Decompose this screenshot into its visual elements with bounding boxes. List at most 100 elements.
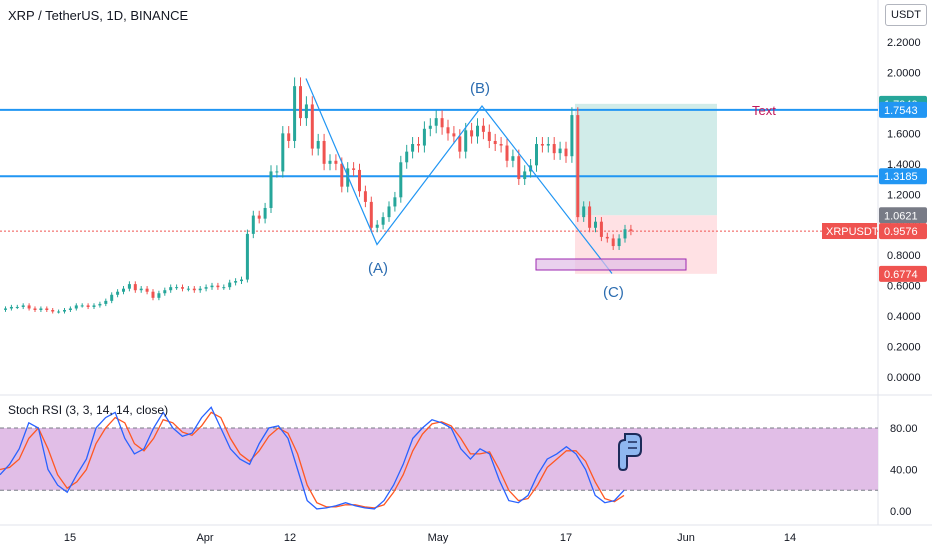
candle-body — [245, 233, 249, 280]
candle-body — [422, 128, 426, 146]
candle-body — [481, 125, 485, 132]
candle-body — [163, 290, 167, 294]
candle-body — [222, 287, 226, 289]
candle-body — [110, 294, 114, 301]
candle-body — [151, 291, 155, 298]
candle-body — [328, 160, 332, 164]
hand-pointer-icon — [618, 433, 642, 472]
candle-body — [9, 306, 13, 309]
candle-body — [145, 288, 149, 292]
price-label-box — [879, 265, 927, 282]
candle-body — [210, 285, 214, 288]
target-zone[interactable] — [575, 103, 717, 216]
candle-body — [611, 238, 615, 247]
candle-body — [594, 221, 597, 228]
symbol-label-box — [822, 223, 877, 239]
candle-body — [470, 130, 474, 137]
candle-body — [464, 130, 468, 152]
candle-body — [263, 207, 267, 219]
candle-body — [251, 215, 255, 234]
candle-body — [540, 144, 544, 146]
candle-body — [228, 282, 232, 288]
candle-body — [599, 221, 603, 237]
candle-body — [310, 104, 314, 149]
rsi-tick-label: 0.00 — [890, 506, 911, 518]
candle-body — [493, 140, 497, 145]
candle-body — [234, 281, 238, 283]
abc-wave-line[interactable] — [305, 78, 613, 274]
rsi-k-line — [0, 406, 625, 510]
candle-body — [452, 133, 456, 137]
candle-body — [517, 156, 521, 180]
candle-body — [33, 308, 37, 310]
candle-body — [204, 287, 208, 289]
candle-body — [375, 224, 379, 228]
candle-body — [411, 144, 415, 152]
price-label-text: 1.7543 — [884, 105, 918, 117]
candle-body — [139, 288, 143, 291]
price-label-text: 1.0621 — [884, 210, 918, 222]
candle-body — [281, 133, 285, 172]
candle-body — [605, 236, 609, 239]
candle-body — [499, 144, 503, 146]
candle-body — [169, 287, 173, 291]
price-tick-label: 0.8000 — [887, 250, 921, 262]
candle-body — [80, 305, 84, 307]
time-tick-label: May — [428, 532, 449, 544]
price-tick-label: 0.6000 — [887, 281, 921, 293]
candle-body — [552, 144, 556, 154]
time-axis[interactable]: 15 Apr 12 May 17 Jun 14 — [64, 532, 796, 544]
price-label-box — [879, 101, 927, 118]
candle-body — [92, 305, 96, 307]
candle-body — [63, 310, 66, 312]
candle-body — [192, 288, 196, 291]
wave-label-c: (C) — [603, 284, 624, 301]
candle-body — [127, 284, 131, 289]
candle-body — [511, 156, 515, 161]
candle-body — [576, 115, 580, 218]
candle-body — [558, 148, 562, 154]
time-tick-label: Jun — [677, 532, 695, 544]
price-label-box — [879, 223, 927, 240]
candle-body — [269, 171, 273, 208]
candle-body — [86, 305, 90, 307]
text-note[interactable]: Text — [752, 103, 776, 118]
candle-body — [428, 125, 432, 129]
candle-body — [293, 86, 297, 141]
candle-body — [381, 217, 385, 225]
candle-body — [434, 118, 438, 126]
candle-body — [446, 127, 450, 134]
wave-label-b: (B) — [470, 80, 490, 97]
price-tick-label: 2.0000 — [887, 67, 921, 79]
candle-body — [21, 305, 25, 307]
candle-body — [399, 162, 403, 198]
candle-body — [27, 305, 31, 309]
candle-body — [216, 285, 220, 288]
candle-body — [340, 163, 344, 187]
candle-body — [369, 201, 373, 228]
symbol-label: XRPUSDT — [826, 226, 879, 238]
candle-body — [458, 136, 462, 152]
candle-body — [322, 140, 326, 164]
rsi-d-line — [0, 411, 625, 509]
price-tick-label: 0.2000 — [887, 342, 921, 354]
price-label-box — [879, 207, 927, 224]
time-tick-label: 15 — [64, 532, 76, 544]
candle-body — [133, 284, 137, 291]
candle-body — [316, 140, 320, 149]
candle-body — [440, 118, 444, 128]
currency-button[interactable]: USDT — [885, 4, 927, 26]
candle-body — [51, 310, 55, 312]
candle-body — [116, 291, 120, 295]
candle-body — [198, 288, 202, 291]
candle-body — [104, 300, 108, 304]
price-tick-label: 1.2000 — [887, 189, 921, 201]
candle-body — [45, 308, 49, 310]
price-pane[interactable] — [0, 0, 878, 395]
candle-body — [352, 168, 356, 170]
purple-range-box[interactable] — [535, 258, 687, 271]
rsi-axis[interactable]: 80.00 40.00 0.00 — [890, 423, 918, 518]
price-tick-label: 0.0000 — [887, 372, 921, 384]
